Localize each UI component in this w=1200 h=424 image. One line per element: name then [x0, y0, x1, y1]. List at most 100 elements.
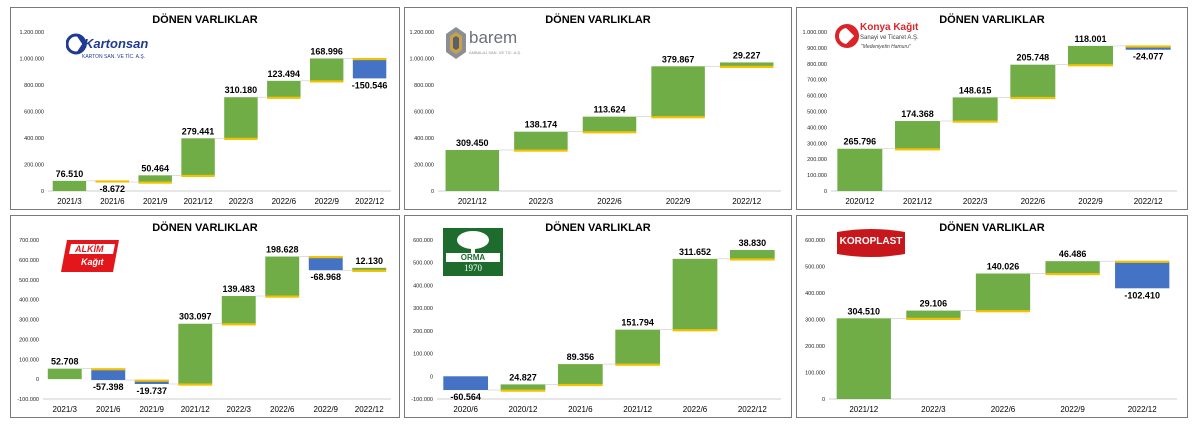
waterfall-bar: [52, 180, 87, 191]
data-label: -19.737: [136, 386, 167, 396]
y-tick-label: 200.000: [413, 329, 433, 335]
waterfall-bar: [308, 256, 343, 271]
data-label: 148.615: [959, 85, 992, 95]
x-tick-label: 2020/6: [453, 405, 478, 414]
data-label: 151.794: [621, 318, 654, 328]
waterfall-bar: [309, 58, 344, 81]
y-tick-label: 400.000: [19, 298, 39, 304]
waterfall-connector: [1045, 272, 1100, 276]
waterfall-bar: [265, 256, 300, 297]
data-label: 118.001: [1074, 34, 1106, 44]
y-tick-label: 900.000: [807, 46, 827, 52]
y-tick-label: 400.000: [414, 136, 434, 142]
x-tick-label: 2022/9: [314, 405, 339, 414]
y-tick-label: 300.000: [805, 318, 825, 324]
barem-logo-sub: AMBALAJ SAN. VE TİC. A.Ş.: [469, 50, 522, 55]
y-tick-label: 200.000: [805, 344, 825, 350]
x-tick-label: 2022/9: [1078, 197, 1103, 206]
waterfall-bar: [615, 329, 661, 365]
kartonsan-logo-text: Kartonsan: [84, 36, 149, 51]
x-tick-label: 2022/3: [921, 405, 946, 414]
waterfall-bar: [651, 66, 705, 117]
waterfall-bar: [895, 121, 940, 149]
y-tick-label: 1.000.000: [20, 57, 44, 63]
chart-title: DÖNEN VARLIKLAR: [545, 14, 651, 26]
x-tick-label: 2020/12: [509, 405, 538, 414]
barem-logo: barem AMBALAJ SAN. VE TİC. A.Ş.: [445, 24, 525, 66]
waterfall-connector: [352, 57, 387, 61]
chart-svg-orma: -100.000 0 100.000 200.000 300.000 400.000 500…: [411, 238, 781, 414]
alkim-logo-sub: Kağıt: [81, 257, 104, 267]
y-tick-label: 1.000.000: [803, 30, 827, 36]
chart-svg-barem: 0 200.000 400.000 600.000 800.000 1.000.000 1.…: [410, 30, 781, 206]
waterfall-bar: [952, 97, 998, 122]
x-tick-label: 2022/6: [597, 197, 622, 206]
waterfall-bar: [178, 323, 213, 384]
data-label: 139.483: [222, 284, 255, 294]
data-label: 38.830: [739, 238, 767, 248]
data-label: 310.180: [225, 85, 258, 95]
waterfall-connector: [221, 323, 256, 326]
data-label: 138.174: [525, 120, 558, 130]
waterfall-connector: [1125, 45, 1171, 48]
data-label: 304.510: [848, 306, 881, 316]
data-label: 50.464: [141, 163, 169, 173]
waterfall-bar: [557, 364, 603, 385]
x-tick-label: 2022/12: [1134, 197, 1163, 206]
waterfall-connector: [1010, 96, 1056, 100]
waterfall-connector: [952, 120, 998, 123]
x-tick-label: 2021/3: [57, 197, 82, 206]
barem-logo-text: barem: [469, 28, 518, 47]
y-tick-label: 600.000: [19, 258, 39, 264]
orma-logo: ORMA 1970: [443, 228, 503, 276]
waterfall-connector: [1115, 260, 1170, 263]
y-tick-label: 0: [824, 189, 827, 195]
x-tick-label: 2022/6: [270, 405, 295, 414]
x-tick-label: 2022/6: [683, 405, 708, 414]
waterfall-connector: [1068, 64, 1113, 67]
x-tick-label: 2021/9: [143, 197, 168, 206]
waterfall-connector: [138, 181, 172, 184]
waterfall-bar: [91, 368, 126, 381]
y-tick-label: 700.000: [807, 78, 827, 84]
data-label: 168.996: [310, 46, 343, 56]
y-tick-label: 600.000: [413, 238, 433, 244]
x-tick-label: 2021/12: [184, 197, 213, 206]
y-tick-label: 1.000.000: [410, 57, 434, 63]
waterfall-connector: [906, 317, 961, 321]
data-label: 113.624: [593, 105, 625, 115]
y-tick-label: 200.000: [414, 163, 434, 169]
data-label: -150.546: [352, 80, 388, 90]
x-tick-label: 2021/6: [100, 197, 125, 206]
y-tick-label: 500.000: [807, 110, 827, 116]
y-tick-label: 1.200.000: [20, 30, 44, 36]
data-label: 279.441: [182, 126, 215, 136]
waterfall-connector: [95, 180, 130, 183]
y-tick-label: 800.000: [24, 83, 44, 89]
barem-logo-mark-icon: [446, 27, 466, 59]
kartonsan-logo: Kartonsan KARTON SAN. VE TİC. A.Ş.: [66, 30, 149, 68]
chart-svg-kartonsan: 0 200.000 400.000 600.000 800.000 1.000.000 1.…: [20, 30, 391, 206]
y-tick-label: 0: [36, 377, 39, 383]
data-label: 311.652: [679, 247, 711, 257]
waterfall-connector: [729, 258, 775, 261]
data-label: 265.796: [844, 137, 877, 147]
alkim-logo-text: ALKİM: [75, 244, 104, 254]
kartonsan-logo-mark-icon: [66, 33, 87, 55]
waterfall-connector: [975, 310, 1031, 313]
y-tick-label: 800.000: [414, 83, 434, 89]
chart-title: DÖNEN VARLIKLAR: [939, 14, 1045, 26]
chart-svg-konya-kagit: 0 100.000 200.000 300.000 400.000 500.000 600.…: [803, 30, 1177, 206]
x-tick-label: 2022/9: [1060, 405, 1085, 414]
waterfall-connector: [615, 363, 661, 366]
waterfall-bar: [514, 131, 568, 150]
waterfall-bar: [224, 97, 258, 139]
data-label: 29.106: [920, 299, 948, 309]
x-tick-label: 2022/9: [314, 197, 339, 206]
y-tick-label: 200.000: [807, 157, 827, 163]
y-tick-label: 400.000: [805, 291, 825, 297]
konya-kagit-logo-sub: Sanayi ve Ticaret A.Ş.: [860, 35, 919, 41]
waterfall-bar: [672, 258, 718, 330]
y-tick-label: 500.000: [19, 278, 39, 284]
orma-logo-sub: 1970: [464, 263, 482, 273]
